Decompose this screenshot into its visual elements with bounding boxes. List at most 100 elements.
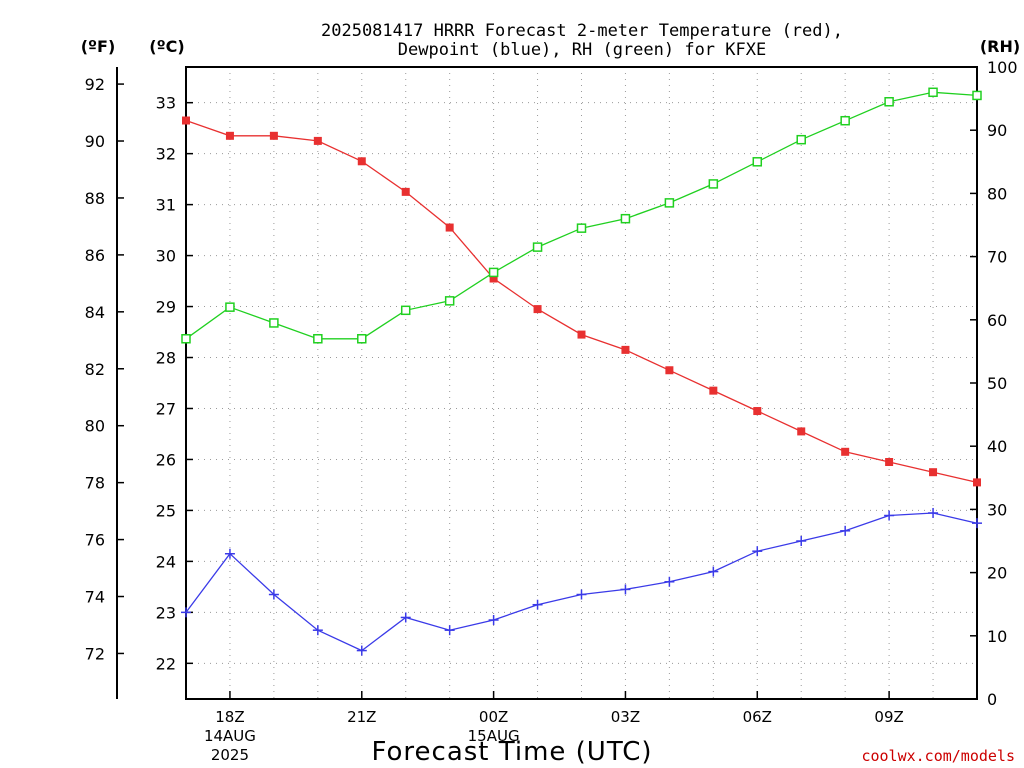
x-tick-label: 06Z xyxy=(743,708,772,726)
data-point xyxy=(885,458,894,466)
data-point xyxy=(269,131,278,140)
data-point xyxy=(576,223,587,233)
data-point xyxy=(796,536,807,546)
rh-tick-label: 50 xyxy=(987,374,1007,393)
data-point xyxy=(400,305,411,316)
rh-tick-label: 0 xyxy=(987,690,997,709)
celsius-tick-label: 25 xyxy=(156,501,176,520)
data-point xyxy=(665,366,674,375)
data-point xyxy=(268,589,279,600)
grid xyxy=(186,67,977,699)
fahrenheit-tick-label: 78 xyxy=(85,474,105,493)
data-point xyxy=(796,134,806,145)
data-point xyxy=(840,115,850,126)
data-point xyxy=(445,223,454,232)
data-point xyxy=(576,589,587,600)
data-point xyxy=(181,607,191,618)
data-point xyxy=(753,407,762,416)
celsius-tick-label: 32 xyxy=(156,145,176,164)
data-point xyxy=(357,157,366,166)
data-point xyxy=(664,198,675,208)
rh-tick-label: 40 xyxy=(987,437,1007,456)
data-point xyxy=(841,447,850,456)
data-point xyxy=(400,612,411,623)
data-point xyxy=(664,576,675,587)
data-point xyxy=(444,296,455,306)
data-point xyxy=(357,334,367,344)
x-tick-label: 21Z xyxy=(347,708,376,726)
data-point xyxy=(709,386,718,395)
series-rh xyxy=(181,87,982,344)
data-point xyxy=(532,599,543,610)
rh-tick-label: 80 xyxy=(987,184,1007,203)
celsius-tick-label: 33 xyxy=(156,94,176,113)
series-line-dewpoint xyxy=(185,512,978,652)
data-point xyxy=(181,334,191,344)
data-point xyxy=(621,345,630,354)
rh-unit-label: (RH) xyxy=(980,37,1020,56)
fahrenheit-tick-label: 90 xyxy=(85,132,105,151)
data-point xyxy=(929,468,938,477)
x-tick-label: 00Z xyxy=(479,708,508,726)
data-point xyxy=(620,213,631,224)
data-point xyxy=(840,525,851,536)
x-tick-label: 03Z xyxy=(611,708,640,726)
fahrenheit-tick-label: 84 xyxy=(85,303,105,322)
data-point xyxy=(928,507,939,518)
tick-labels: 72 74 76 78 80 82 84 86 88 90 92 22 23 24 25 26 27 28 29 30… xyxy=(85,58,1018,764)
data-point xyxy=(928,87,938,98)
axes xyxy=(116,66,978,700)
fahrenheit-tick-label: 92 xyxy=(85,75,105,94)
rh-tick-label: 70 xyxy=(987,248,1007,267)
x-tick-label: 09Z xyxy=(874,708,903,726)
data-point xyxy=(312,625,323,636)
fahrenheit-tick-label: 76 xyxy=(85,531,105,550)
fahrenheit-tick-label: 88 xyxy=(85,189,105,208)
chart-title-line-1: 2025081417 HRRR Forecast 2-meter Tempera… xyxy=(321,21,843,41)
data-point xyxy=(577,330,586,339)
celsius-tick-label: 30 xyxy=(156,247,176,266)
data-point xyxy=(225,131,234,140)
celsius-tick-label: 29 xyxy=(156,298,176,317)
rh-tick-label: 100 xyxy=(987,58,1018,77)
fahrenheit-tick-label: 82 xyxy=(85,360,105,379)
fahrenheit-tick-label: 86 xyxy=(85,246,105,265)
data-point xyxy=(973,478,981,487)
data-point xyxy=(401,187,410,196)
x-tick-label: 18Z xyxy=(215,708,244,726)
data-point xyxy=(444,625,455,636)
data-point xyxy=(313,334,323,344)
data-point xyxy=(797,427,806,436)
celsius-tick-label: 22 xyxy=(156,654,176,673)
data-point xyxy=(488,267,499,278)
rh-tick-label: 10 xyxy=(987,627,1007,646)
celsius-tick-label: 27 xyxy=(156,399,176,418)
chart-title-line-2: Dewpoint (blue), RH (green) for KFXE xyxy=(398,40,766,60)
rh-tick-label: 90 xyxy=(987,121,1007,140)
celsius-tick-label: 28 xyxy=(156,349,176,368)
x-tick-label: 14AUG xyxy=(204,727,256,745)
rh-tick-label: 30 xyxy=(987,500,1007,519)
data-point xyxy=(972,518,982,529)
data-point xyxy=(488,615,499,625)
celsius-tick-label: 23 xyxy=(156,603,176,622)
data-point xyxy=(708,566,719,577)
series-dewpoint xyxy=(181,507,982,656)
plot-frame xyxy=(185,66,978,700)
data-point xyxy=(752,157,763,167)
credit-link[interactable]: coolwx.com/models xyxy=(861,747,1015,765)
data-point xyxy=(225,302,235,312)
series-temperature xyxy=(182,116,981,487)
fahrenheit-tick-label: 72 xyxy=(85,644,105,663)
data-point xyxy=(972,90,982,101)
data-point xyxy=(708,179,719,189)
fahrenheit-tick-label: 74 xyxy=(85,588,105,607)
data-point xyxy=(182,116,190,125)
data-point xyxy=(313,136,322,145)
celsius-tick-label: 26 xyxy=(156,450,176,469)
data-point xyxy=(489,274,498,283)
x-tick-label: 15AUG xyxy=(468,727,520,745)
series xyxy=(181,87,982,656)
fahrenheit-unit-label: (ºF) xyxy=(81,37,116,56)
